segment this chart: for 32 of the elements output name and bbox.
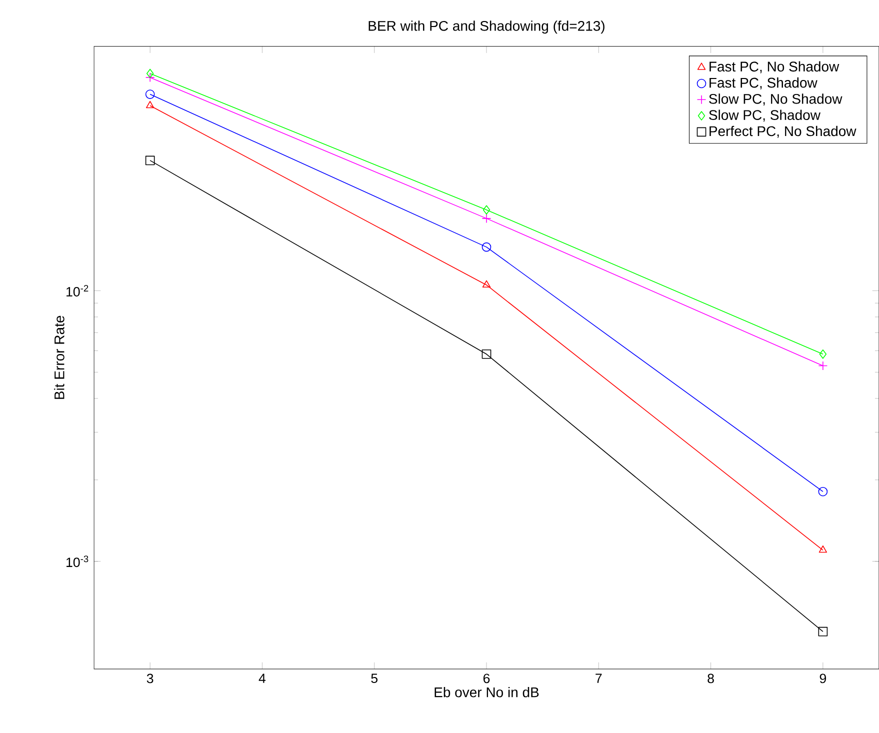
legend-label: Perfect PC, No Shadow	[710, 126, 856, 138]
y-tick-label: 10$^{-3}$	[66, 556, 88, 568]
x-tick-label: 4	[258, 674, 266, 683]
point	[482, 242, 492, 252]
x-axis-title: Eb over No in dB	[434, 686, 539, 698]
point	[818, 486, 828, 496]
point	[819, 349, 827, 359]
point	[145, 156, 155, 166]
point	[145, 72, 155, 82]
point	[482, 214, 492, 224]
point	[482, 349, 492, 359]
x-tick-label: 8	[708, 674, 714, 684]
legend-label: Fast PC, No Shadow	[710, 61, 840, 74]
x-tick-label: 9	[820, 674, 826, 684]
legend-label: Slow PC, No Shadow	[709, 94, 842, 106]
legend-label: Fast PC, Shadow	[710, 77, 818, 90]
point	[482, 280, 491, 288]
chart-title: BER with PC and Shadowing (fd=213)	[368, 20, 604, 34]
point	[146, 68, 154, 78]
x-tick-label: 7	[596, 674, 602, 683]
x-tick-label: 5	[371, 674, 378, 684]
legend-label: Slow PC, Shadow	[709, 110, 821, 122]
y-axis-title: Bit Error Rate	[54, 316, 64, 399]
point	[482, 205, 490, 215]
x-tick-label: 6	[483, 674, 490, 684]
point	[145, 90, 155, 99]
point	[818, 361, 828, 370]
point	[146, 100, 154, 108]
y-tick-label: 10$^{-2}$	[66, 284, 88, 296]
point	[818, 545, 828, 553]
point	[818, 626, 828, 636]
x-tick-label: 3	[146, 674, 154, 684]
